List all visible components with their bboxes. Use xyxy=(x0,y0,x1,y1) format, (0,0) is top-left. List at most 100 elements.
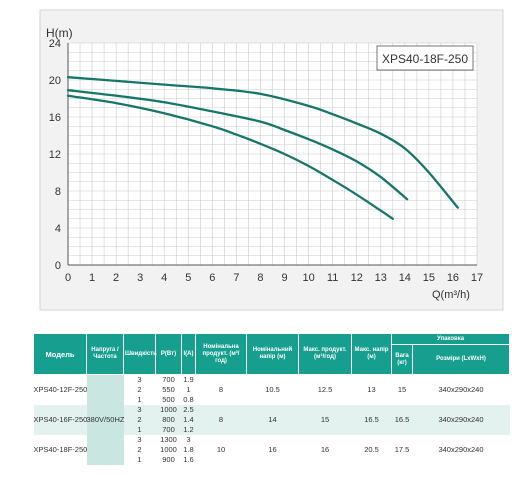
max-flow-cell: 12.5 xyxy=(317,385,333,394)
speed-cell: 3 xyxy=(137,375,142,384)
x-tick-label: 1 xyxy=(89,272,95,284)
power-cell: 550 xyxy=(162,385,175,394)
header-weight: Вага (кг) xyxy=(391,344,413,375)
x-tick-label: 2 xyxy=(113,272,119,284)
power-cell: 1000 xyxy=(155,405,182,415)
header-packing: Упаковка xyxy=(391,333,510,345)
nominal-head-cell: 10.5 xyxy=(265,385,280,394)
current-cell: 1.8 xyxy=(183,445,194,454)
speed-cell: 3 xyxy=(123,405,156,415)
chart-title: XPS40-18F-250 xyxy=(382,52,468,66)
current-cell: 2.5 xyxy=(181,405,196,415)
y-axis-label: H(m) xyxy=(46,26,73,40)
x-tick-label: 13 xyxy=(375,272,387,284)
current-cell: 1.6 xyxy=(183,455,194,464)
weight-cell: 16.5 xyxy=(391,405,413,435)
max-head-cell: 16.5 xyxy=(351,405,392,435)
speed-cell: 2 xyxy=(123,415,156,425)
x-axis-label: Q(m³/h) xyxy=(432,289,470,301)
y-tick-label: 4 xyxy=(55,223,61,235)
power-cell: 1300 xyxy=(160,435,177,444)
x-tick-label: 3 xyxy=(137,272,143,284)
table-row: 2 550 1 xyxy=(34,385,510,395)
nominal-head-cell: 16 xyxy=(268,445,277,454)
weight-cell: 17.5 xyxy=(394,445,410,454)
nominal-flow-cell: 8 xyxy=(218,385,224,394)
power-cell: 900 xyxy=(162,455,175,464)
y-tick-label: 12 xyxy=(49,149,61,161)
grid xyxy=(67,42,478,266)
x-tick-label: 9 xyxy=(281,272,287,284)
table-row: 1 500 0.8 xyxy=(34,395,510,405)
header-max-flow: Макс. продукт. (м³/год) xyxy=(298,333,352,375)
y-tick-label: 16 xyxy=(49,112,61,124)
x-tick-label: 11 xyxy=(327,272,338,284)
series-line-2 xyxy=(66,89,409,201)
header-nominal-flow: Номінальна продукт. (м³/год) xyxy=(195,333,247,375)
table-row: 1 700 1.2 xyxy=(34,425,510,435)
x-tick-label: 10 xyxy=(302,272,314,284)
dimensions-cell: 340x290x240 xyxy=(438,445,484,454)
table-row: 2 1000 1.8 xyxy=(34,445,510,455)
current-cell: 1.4 xyxy=(181,415,196,425)
header-power: P(Вт) xyxy=(155,333,182,375)
y-tick-label: 0 xyxy=(55,260,61,272)
speed-cell: 1 xyxy=(123,425,156,435)
x-tick-label: 5 xyxy=(185,272,191,284)
header-nominal-head: Номінальний напір (м) xyxy=(246,333,299,375)
x-tick-label: 7 xyxy=(233,272,239,284)
dimensions-cell: 340x290x240 xyxy=(412,405,510,435)
model-cell: XPS40-16F-250 xyxy=(33,405,87,435)
x-tick-label: 12 xyxy=(351,272,363,284)
max-head-cell: 20.5 xyxy=(364,445,379,454)
power-cell: 500 xyxy=(162,395,175,404)
power-cell: 700 xyxy=(162,375,175,384)
header-dimensions: Розміри (LxWxH) xyxy=(412,344,510,375)
x-tick-label: 0 xyxy=(65,272,71,284)
nominal-flow-cell: 10 xyxy=(216,445,226,454)
current-cell: 3 xyxy=(186,435,191,444)
current-cell: 1.2 xyxy=(181,425,196,435)
header-current: I(A) xyxy=(181,333,196,375)
header-max-head: Макс. напір (м) xyxy=(351,333,392,375)
spec-table: Модель Напруга /Частота Швидкість P(Вт) … xyxy=(33,333,510,465)
nominal-head-cell: 14 xyxy=(246,405,299,435)
series-line-3 xyxy=(66,94,394,220)
speed-cell: 3 xyxy=(137,435,142,444)
y-tick-label: 8 xyxy=(55,186,61,198)
header-model: Модель xyxy=(33,333,87,375)
model-cell: XPS40-12F-250 xyxy=(33,385,88,394)
x-tick-label: 4 xyxy=(161,272,167,284)
title-box xyxy=(376,45,474,71)
speed-cell: 2 xyxy=(137,385,142,394)
speed-cell: 2 xyxy=(137,445,142,454)
table-row: XPS40-18F-250 3 1300 3 10 16 16 20.5 17.… xyxy=(34,435,510,454)
power-cell: 1000 xyxy=(160,445,177,454)
x-tick-label: 15 xyxy=(423,272,435,284)
x-tick-label: 6 xyxy=(209,272,215,284)
power-cell: 700 xyxy=(155,425,182,435)
nominal-flow-cell: 8 xyxy=(195,405,247,435)
model-cell: XPS40-18F-250 xyxy=(33,445,88,454)
max-flow-cell: 15 xyxy=(298,405,352,435)
header-voltage: Напруга /Частота xyxy=(86,333,124,375)
table-row: XPS40-16F-250 3 1000 2.5 8 14 15 16.5 16… xyxy=(33,405,510,435)
current-cell: 1.9 xyxy=(183,375,194,384)
header-speed: Швидкість xyxy=(123,333,157,375)
x-tick-label: 16 xyxy=(447,272,459,284)
current-cell: 1 xyxy=(186,385,191,394)
x-tick-label: 8 xyxy=(257,272,263,284)
voltage-cell: 380V/50HZ xyxy=(86,374,124,465)
table-row: XPS40-12F-250 380V/50HZ 3 700 1.9 8 10.5… xyxy=(34,374,510,465)
power-cell: 800 xyxy=(155,415,182,425)
series-line-1 xyxy=(66,76,459,209)
table-row: 1 900 1.6 xyxy=(34,455,510,465)
speed-cell: 1 xyxy=(137,455,142,464)
speed-cell: 1 xyxy=(137,395,142,404)
weight-cell: 15 xyxy=(397,385,407,394)
pump-curve-chart: 0 1 2 3 4 5 6 7 8 9 10 11 12 13 14 15 16 17 0 4 8 12 16 20 24 XP… xyxy=(39,9,504,311)
x-tick-label: 14 xyxy=(399,272,411,284)
series-layer xyxy=(66,76,459,220)
